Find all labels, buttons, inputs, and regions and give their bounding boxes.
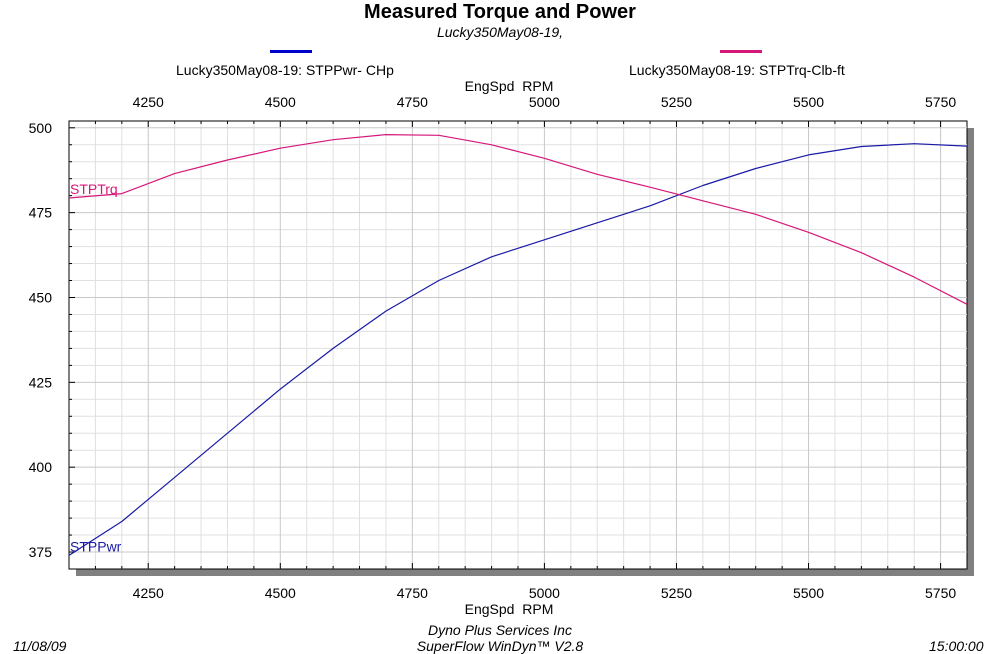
x-tick-label-bottom: 4250: [133, 585, 164, 601]
footer-software: SuperFlow WinDyn™ V2.8: [416, 638, 584, 654]
x-tick-label-top: 5750: [925, 94, 956, 110]
legend-torque-swatch: [720, 50, 762, 53]
torque-series-label: STPTrq: [70, 181, 118, 197]
x-tick-label-top: 4750: [397, 94, 428, 110]
y-tick-label: 425: [29, 374, 53, 390]
y-tick-label: 450: [29, 289, 53, 305]
x-axis-title-bottom: EngSpd RPM: [464, 601, 554, 617]
x-tick-label-top: 5500: [793, 94, 824, 110]
chart-subtitle: Lucky350May08-19,: [436, 24, 564, 40]
footer-date: 11/08/09: [13, 638, 67, 654]
power-series-label: STPPwr: [70, 538, 122, 554]
x-tick-label-top: 4500: [265, 94, 296, 110]
x-tick-label-bottom: 5500: [793, 585, 824, 601]
x-tick-label-bottom: 4500: [265, 585, 296, 601]
y-tick-label: 475: [29, 205, 53, 221]
x-tick-label-bottom: 5750: [925, 585, 956, 601]
x-tick-label-top: 5000: [529, 94, 560, 110]
y-tick-label: 375: [29, 544, 53, 560]
power-series-line: [68, 143, 968, 556]
footer-time: 15:00:00: [929, 638, 984, 654]
footer-company: Dyno Plus Services Inc: [428, 622, 572, 638]
legend-power-label: Lucky350May08-19: STPPwr- CHp: [176, 62, 394, 78]
y-tick-label: 400: [29, 459, 53, 475]
torque-series-line: [68, 134, 968, 305]
x-tick-label-bottom: 4750: [397, 585, 428, 601]
legend-power-swatch: [270, 50, 312, 53]
legend-torque-label: Lucky350May08-19: STPTrq-Clb-ft: [629, 62, 845, 78]
x-tick-label-bottom: 5000: [529, 585, 560, 601]
x-tick-label-bottom: 5250: [661, 585, 692, 601]
y-tick-label: 500: [29, 120, 53, 136]
chart-title: Measured Torque and Power: [364, 1, 636, 23]
x-axis-title-top: EngSpd RPM: [464, 78, 554, 94]
x-tick-label-top: 5250: [661, 94, 692, 110]
x-tick-label-top: 4250: [133, 94, 164, 110]
